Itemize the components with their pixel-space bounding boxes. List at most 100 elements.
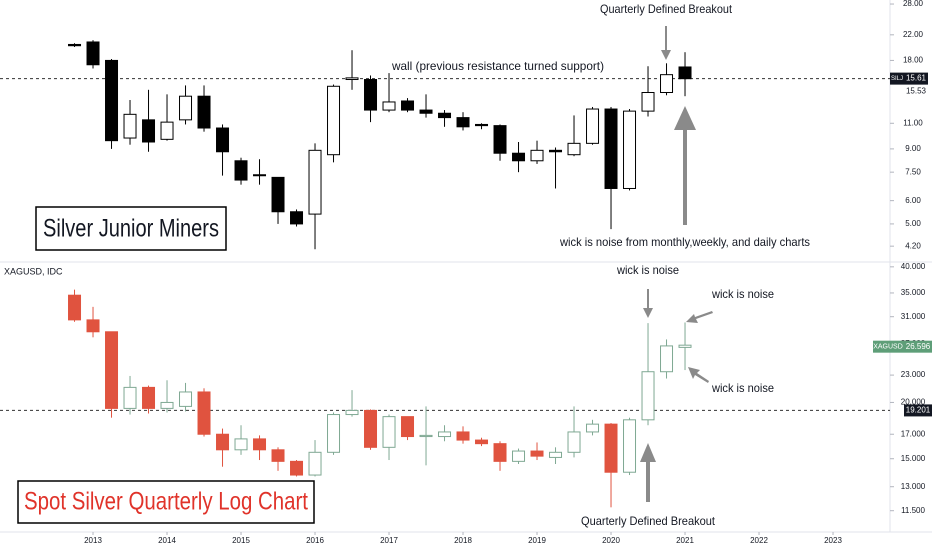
candle-body	[123, 386, 137, 409]
candle-body	[401, 100, 415, 111]
candle-body	[438, 112, 452, 119]
annotation: wick is noise	[711, 381, 774, 395]
x-tick-label: 2013	[84, 536, 102, 545]
candle-body	[660, 345, 674, 373]
legend: XAGUSD, IDC	[4, 266, 63, 276]
candle-body	[364, 79, 378, 111]
candle-body	[142, 119, 156, 143]
candle-body	[271, 449, 285, 462]
y-tick-label: 28.00	[903, 0, 924, 8]
price-tag	[904, 72, 928, 85]
price-tag	[904, 340, 932, 353]
candle-body	[586, 423, 600, 433]
candle-body	[660, 74, 674, 94]
annotation: wick is noise	[616, 263, 679, 277]
y-tick-label: 23.000	[901, 370, 926, 379]
y-tick-label: 4.20	[905, 241, 921, 250]
candle-body	[308, 149, 322, 215]
candle-body	[179, 391, 193, 407]
candle-body	[179, 95, 193, 121]
annotation: wick is noise from monthly,weekly, and d…	[559, 235, 810, 249]
candle-body	[641, 371, 655, 421]
candle-body	[567, 142, 581, 156]
candle-body	[604, 108, 618, 189]
candle-body	[493, 125, 507, 154]
candle-body	[105, 59, 119, 142]
y-tick-label: 5.00	[905, 219, 921, 228]
candle-body	[401, 416, 415, 438]
x-tick-label: 2014	[158, 536, 176, 545]
candle-body	[105, 331, 119, 409]
symbol-tag	[890, 72, 904, 85]
candle-body	[623, 419, 637, 473]
x-tick-label: 2018	[454, 536, 472, 545]
candle-body	[438, 431, 452, 438]
candle-body	[512, 152, 526, 162]
candle-body	[567, 431, 581, 453]
x-tick-label: 2016	[306, 536, 324, 545]
annotation: wall (previous resistance turned support…	[391, 59, 604, 73]
candle-body	[382, 416, 396, 448]
candle-body	[308, 451, 322, 476]
annotation: Quarterly Defined Breakout	[581, 514, 716, 528]
y-tick-label: 9.00	[905, 144, 921, 153]
y-tick-label: 15.000	[901, 454, 926, 463]
title-box	[35, 206, 227, 251]
last-price-label: 15.53	[906, 87, 927, 96]
candle-body	[419, 434, 433, 438]
x-tick-label: 2023	[824, 536, 842, 545]
arrow	[686, 311, 713, 323]
candle-body	[290, 211, 304, 225]
y-tick-label: 18.00	[903, 56, 924, 65]
candle-body	[234, 160, 248, 181]
candle-body	[160, 401, 174, 409]
price-label: 26.596	[906, 342, 931, 351]
y-tick-label: 11.00	[903, 118, 923, 127]
y-tick-label: 17.000	[901, 429, 926, 438]
candle-body	[623, 110, 637, 189]
y-tick-label: 13.000	[901, 482, 926, 491]
candle-body	[456, 117, 470, 128]
candle-body	[364, 409, 378, 448]
price-label: 15.61	[906, 74, 927, 83]
x-tick-label: 2019	[528, 536, 546, 545]
symbol-label: XAGUSD	[873, 344, 903, 351]
y-tick-label: 35.000	[901, 288, 926, 297]
chart-title: Silver Junior Miners	[43, 215, 219, 243]
candle-body	[419, 109, 433, 114]
y-tick-label: 6.00	[905, 196, 921, 205]
candle-body	[216, 127, 230, 153]
y-tick-label: 40.000	[901, 262, 926, 271]
price-tag	[904, 404, 932, 417]
price-label: 19.201	[906, 406, 931, 415]
arrow	[643, 289, 653, 318]
x-tick-label: 2022	[750, 536, 768, 545]
x-tick-label: 2017	[380, 536, 398, 545]
candle-body	[549, 451, 563, 458]
chart-title: Spot Silver Quarterly Log Chart	[24, 488, 308, 516]
candle-body	[549, 149, 563, 153]
symbol-tag	[873, 340, 904, 353]
candle-body	[493, 443, 507, 462]
candle-body	[530, 149, 544, 162]
candle-body	[253, 438, 267, 451]
arrow	[688, 367, 709, 383]
candle-body	[216, 433, 230, 451]
candle-body	[86, 41, 100, 66]
y-tick-label: 31.000	[901, 312, 926, 321]
candle-body	[197, 95, 211, 129]
symbol-label: SILJ	[891, 76, 903, 82]
candle-body	[456, 431, 470, 441]
candle-body	[86, 319, 100, 333]
x-tick-label: 2021	[676, 536, 694, 545]
candle-body	[345, 409, 359, 416]
candle-body	[382, 101, 396, 111]
candle-body	[68, 43, 82, 47]
x-tick-label: 2020	[602, 536, 620, 545]
candle-body	[586, 108, 600, 144]
candle-body	[327, 414, 341, 453]
candle-body	[234, 438, 248, 451]
title-box	[17, 480, 315, 524]
y-tick-label: 7.50	[905, 167, 921, 176]
